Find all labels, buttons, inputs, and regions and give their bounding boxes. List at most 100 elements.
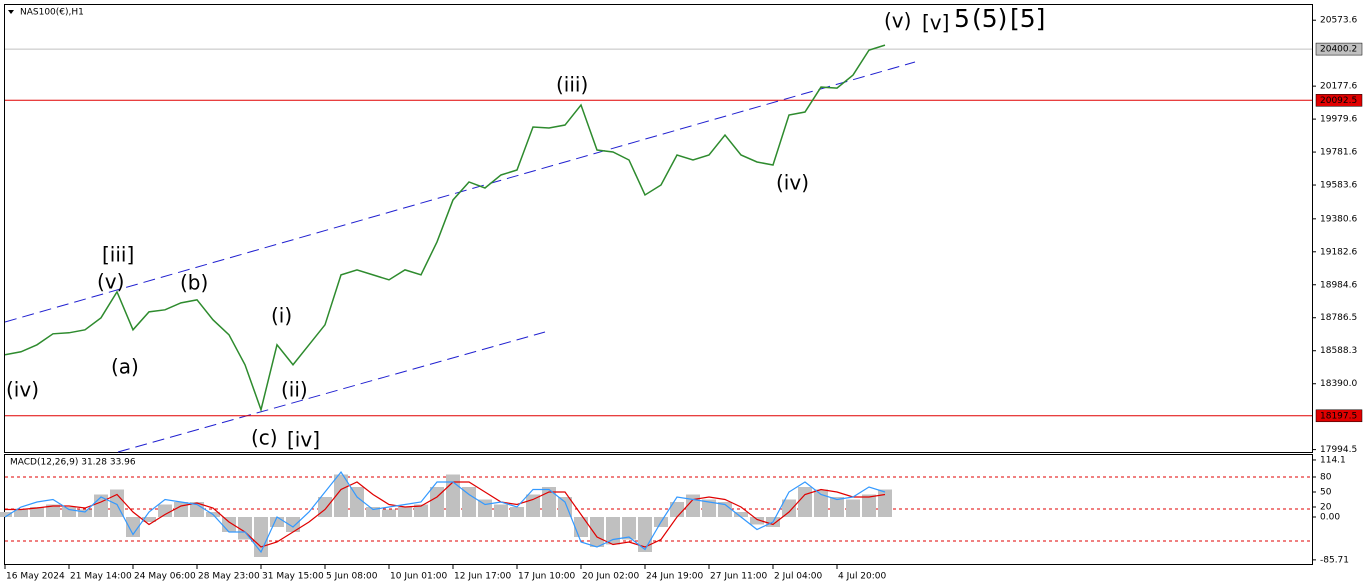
wave-label: (v) xyxy=(884,9,911,33)
macd-title: MACD(12,26,9) 31.28 33.96 xyxy=(10,458,136,468)
macd-bar xyxy=(126,517,140,537)
macd-bar xyxy=(542,487,556,517)
macd-bar xyxy=(286,517,300,532)
wave-label: (iii) xyxy=(556,73,588,97)
macd-bar xyxy=(350,487,364,517)
macd-bar xyxy=(78,509,92,517)
macd-bar xyxy=(174,502,188,517)
y-tick-label: 20 xyxy=(1320,503,1332,513)
macd-bar xyxy=(702,499,716,517)
y-tick-label: 19380.6 xyxy=(1320,214,1357,224)
channel-lower xyxy=(117,331,546,453)
y-tick-label: 19583.6 xyxy=(1320,181,1357,191)
macd-bar xyxy=(46,504,60,517)
macd-bar xyxy=(878,489,892,517)
x-tick-label: 28 May 23:00 xyxy=(198,572,260,582)
macd-line xyxy=(5,481,886,548)
x-tick-label: 16 May 2024 xyxy=(6,572,65,582)
y-tick-label: 18588.3 xyxy=(1320,346,1357,356)
wave-label: [5] xyxy=(1010,4,1045,33)
macd-bar xyxy=(14,509,28,517)
y-tick-label: 17994.5 xyxy=(1320,445,1357,455)
macd-bar xyxy=(190,502,204,517)
macd-bar xyxy=(590,517,604,547)
macd-bar xyxy=(366,507,380,517)
macd-bar xyxy=(510,507,524,517)
y-tick-label: 18786.5 xyxy=(1320,313,1357,323)
wave-label: (iv) xyxy=(776,171,809,195)
wave-label: [v] xyxy=(922,11,949,35)
macd-bar xyxy=(62,507,76,517)
y-tick-label: -85.71 xyxy=(1320,555,1349,565)
x-tick-label: 4 Jul 20:00 xyxy=(838,572,887,582)
wave-label: (c) xyxy=(251,426,278,450)
macd-bar xyxy=(782,499,796,517)
x-tick-label: 24 Jun 19:00 xyxy=(646,572,703,582)
macd-bar xyxy=(798,487,812,517)
wave-label: (5) xyxy=(972,4,1007,33)
macd-bar xyxy=(334,474,348,517)
macd-bar xyxy=(814,489,828,517)
wave-label: (i) xyxy=(271,304,292,328)
macd-bar xyxy=(382,509,396,517)
macd-bar xyxy=(750,517,764,525)
x-tick-label: 17 Jun 10:00 xyxy=(518,572,575,582)
macd-bar xyxy=(574,517,588,537)
macd-bar xyxy=(238,517,252,540)
macd-bar xyxy=(0,512,12,517)
macd-bar xyxy=(830,497,844,517)
x-tick-label: 12 Jun 17:00 xyxy=(454,572,511,582)
macd-bar xyxy=(862,494,876,517)
y-tick-label: 80 xyxy=(1320,473,1332,483)
y-tick-label: 19979.6 xyxy=(1320,115,1357,125)
y-tick-label: 20177.6 xyxy=(1320,82,1357,92)
macd-bar xyxy=(270,517,284,527)
x-tick-label: 21 May 14:00 xyxy=(70,572,132,582)
macd-panel xyxy=(4,454,1313,565)
x-tick-label: 5 Jun 08:00 xyxy=(326,572,378,582)
x-tick-label: 10 Jun 01:00 xyxy=(390,572,447,582)
macd-bar xyxy=(686,494,700,517)
y-tick-label: 19182.6 xyxy=(1320,247,1357,257)
y-tick-label: 20573.6 xyxy=(1320,16,1357,26)
price-level-label: 18197.5 xyxy=(1320,411,1357,421)
macd-bar xyxy=(606,517,620,545)
macd-bar xyxy=(446,474,460,517)
macd-bar xyxy=(142,517,156,522)
macd-bar xyxy=(158,504,172,517)
macd-bar xyxy=(462,487,476,517)
x-tick-label: 31 May 15:00 xyxy=(262,572,324,582)
macd-bar xyxy=(430,487,444,517)
wave-label: (v) xyxy=(97,270,124,294)
chart-title: NAS100(€),H1 xyxy=(20,8,84,18)
macd-bar xyxy=(94,494,108,517)
macd-bar xyxy=(718,502,732,517)
x-tick-label: 20 Jun 02:00 xyxy=(582,572,639,582)
macd-bar xyxy=(30,507,44,517)
price-line xyxy=(4,44,886,413)
y-tick-label: 19781.6 xyxy=(1320,148,1357,158)
macd-bar xyxy=(846,499,860,517)
wave-label: (ii) xyxy=(281,378,308,402)
macd-bar xyxy=(414,504,428,517)
y-tick-label: 0.00 xyxy=(1320,513,1340,523)
price-level-label: 20092.5 xyxy=(1320,96,1357,106)
macd-line xyxy=(4,470,886,554)
macd-bar xyxy=(622,517,636,540)
x-tick-label: 24 May 06:00 xyxy=(134,572,196,582)
wave-label: [iv] xyxy=(287,428,320,452)
x-tick-label: 2 Jul 04:00 xyxy=(774,572,823,582)
macd-bar xyxy=(526,494,540,517)
macd-bar xyxy=(494,504,508,517)
macd-bar xyxy=(734,512,748,517)
price-level-label: 20400.2 xyxy=(1320,45,1357,55)
price-level-box xyxy=(1315,409,1363,423)
wave-label: (b) xyxy=(180,271,208,295)
price-panel xyxy=(4,4,1313,453)
price-level-box xyxy=(1315,42,1363,56)
wave-label: (iv) xyxy=(6,378,39,402)
y-tick-label: 18984.6 xyxy=(1320,280,1357,290)
